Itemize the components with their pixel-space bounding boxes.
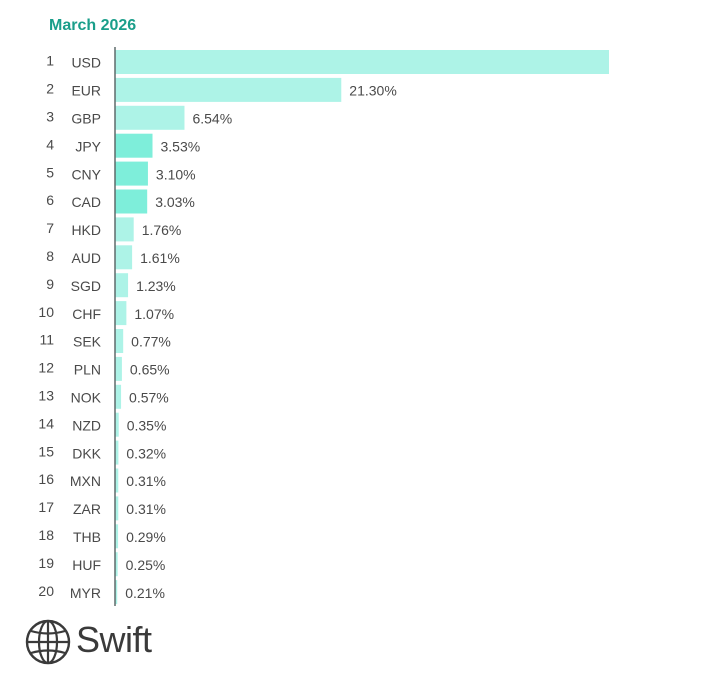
value-label: 21.30% [349, 83, 396, 99]
category-label: DKK [72, 445, 101, 461]
rank-label: 18 [38, 527, 54, 543]
bar-nzd [115, 412, 119, 437]
bar-aud [115, 245, 133, 270]
category-label: MXN [70, 473, 101, 489]
bar-nok [115, 384, 122, 409]
rank-label: 10 [38, 304, 54, 320]
bar-myr [115, 580, 118, 605]
value-label: 1.23% [136, 278, 176, 294]
category-label: CAD [71, 194, 101, 210]
category-label: NOK [71, 390, 102, 406]
brand-name: Swift [76, 619, 152, 660]
rank-label: 16 [38, 471, 54, 487]
bar-jpy [115, 133, 153, 158]
value-label: 0.35% [127, 417, 167, 433]
bar-cny [115, 161, 148, 186]
category-label: USD [71, 55, 101, 71]
bar-gbp [115, 105, 185, 130]
bar-hkd [115, 217, 134, 242]
rank-label: 14 [38, 415, 54, 431]
rank-label: 4 [46, 136, 54, 152]
value-label: 3.53% [161, 138, 201, 154]
bar-sek [115, 329, 124, 353]
swift-globe-icon [25, 619, 71, 665]
value-label: 1.61% [140, 250, 180, 266]
rank-label: 2 [46, 81, 54, 97]
value-label: 0.57% [129, 390, 169, 406]
rank-label: 6 [46, 192, 54, 208]
value-label: 0.32% [126, 445, 166, 461]
bar-mxn [115, 468, 119, 493]
category-label: CNY [71, 166, 101, 182]
rank-label: 15 [38, 443, 54, 459]
value-label: 0.77% [131, 334, 171, 350]
rank-label: 17 [38, 499, 54, 515]
rank-label: 9 [46, 276, 54, 292]
value-label: 3.10% [156, 166, 196, 182]
category-label: SEK [73, 334, 102, 350]
rank-label: 1 [46, 53, 54, 69]
rank-label: 5 [46, 164, 54, 180]
value-label: 0.25% [126, 557, 166, 573]
rank-label: 13 [38, 388, 54, 404]
rank-label: 20 [38, 583, 54, 599]
value-label: 0.31% [126, 473, 166, 489]
chart-title: March 2026 [49, 17, 137, 34]
value-label: 1.76% [142, 222, 182, 238]
value-label: 0.65% [130, 362, 170, 378]
rank-label: 19 [38, 555, 54, 571]
bar-eur [115, 77, 342, 102]
category-label: ZAR [73, 501, 101, 517]
value-label: 0.29% [126, 529, 166, 545]
category-label: SGD [71, 278, 101, 294]
rank-label: 8 [46, 248, 54, 264]
rank-label: 11 [39, 332, 54, 348]
rank-label: 3 [46, 109, 54, 125]
category-label: MYR [70, 585, 101, 601]
category-label: PLN [74, 362, 101, 378]
bar-cad [115, 189, 148, 214]
category-label: NZD [72, 417, 101, 433]
category-label: THB [73, 529, 101, 545]
bar-chart: 1 USD 2 EUR 21.30% 3 GBP 6.54% 4 JPY 3.53% 5 CNY 3.10… [38, 47, 609, 606]
value-label: 1.07% [134, 306, 174, 322]
category-label: AUD [71, 250, 101, 266]
rank-label: 12 [38, 360, 54, 376]
category-label: HKD [71, 222, 101, 238]
bar-sgd [115, 273, 129, 298]
bar-chf [115, 301, 127, 326]
bar-usd [115, 50, 609, 74]
category-label: GBP [71, 111, 101, 127]
value-label: 0.31% [126, 501, 166, 517]
category-label: HUF [72, 557, 101, 573]
bar-zar [115, 496, 119, 521]
bar-pln [115, 356, 122, 381]
bar-huf [115, 552, 118, 577]
value-label: 3.03% [155, 194, 195, 210]
category-label: CHF [72, 306, 101, 322]
rank-label: 7 [46, 220, 54, 236]
value-label: 0.21% [125, 585, 165, 601]
category-label: EUR [71, 83, 101, 99]
value-label: 6.54% [192, 111, 232, 127]
bar-thb [115, 524, 119, 549]
bar-dkk [115, 440, 119, 465]
category-label: JPY [75, 138, 101, 154]
